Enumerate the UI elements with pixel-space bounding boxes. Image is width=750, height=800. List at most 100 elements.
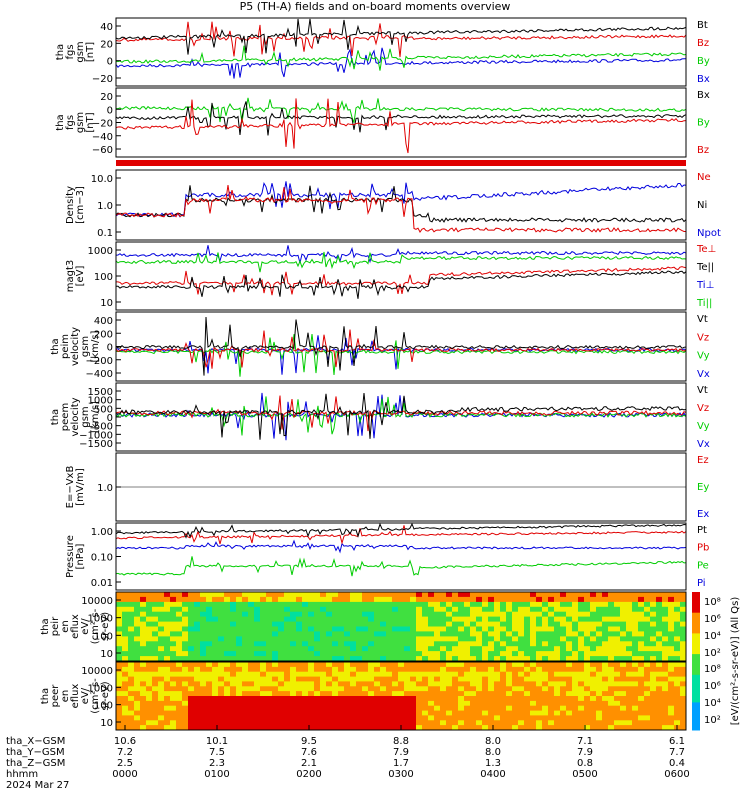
spectrogram-cell [614, 681, 621, 687]
spectrogram-cell [572, 676, 579, 682]
spectrogram-cell [632, 636, 639, 642]
spectrogram-cell [314, 611, 321, 618]
spectrogram-cell [506, 662, 513, 668]
spectrogram-cell [674, 611, 681, 618]
spectrogram-cell [326, 686, 333, 692]
x-tick-label: 0600 [664, 769, 689, 780]
spectrogram-cell [152, 596, 159, 603]
colorbar-cell [692, 688, 700, 693]
spectrogram-cell [362, 666, 369, 673]
spectrogram-cell [560, 700, 567, 707]
spectrogram-cell [344, 700, 351, 707]
spectrogram-cell [146, 626, 153, 632]
spectrogram-cell [212, 596, 219, 603]
spectrogram-cell [464, 676, 471, 682]
spectrogram-cell [500, 631, 507, 637]
spectrogram-cell [482, 621, 489, 627]
spectrogram-cell [434, 596, 441, 603]
y-axis-label: tha [55, 114, 66, 130]
spectrogram-cell [584, 710, 591, 716]
spectrogram-cell [200, 686, 207, 692]
spectrogram-cell [170, 616, 177, 622]
spectrogram-cell [272, 720, 279, 726]
spectrogram-cell [134, 631, 141, 637]
spectrogram-cell [650, 696, 657, 702]
spectrogram-cell [404, 662, 411, 668]
spectrogram-cell [152, 636, 159, 642]
te-par-trace [115, 270, 687, 299]
spectrogram-cell [530, 611, 537, 618]
spectrogram-cell [140, 606, 147, 613]
spectrogram-cell [650, 631, 657, 637]
spectrogram-cell [560, 720, 567, 726]
spectrogram-cell [284, 666, 291, 673]
spectrogram-cell [584, 720, 591, 726]
spectrogram-cell [470, 611, 477, 618]
spectrogram-cell [182, 686, 189, 692]
spectrogram-cell [122, 646, 129, 652]
spectrogram-cell [290, 606, 297, 613]
spectrogram-cell [488, 681, 495, 687]
spectrogram-cell [350, 616, 357, 622]
spectrogram-cell [242, 636, 249, 642]
spectrogram-cell [674, 656, 681, 662]
colorbar-cell [692, 712, 700, 717]
spectrogram-cell [248, 700, 255, 707]
spectrogram-cell [206, 676, 213, 682]
spectrogram-cell [506, 691, 513, 697]
spectrogram-cell [320, 676, 327, 682]
spectrogram-cell [458, 611, 465, 618]
spectrogram-cell [548, 636, 555, 642]
spectrogram-cell [674, 705, 681, 712]
spectrogram-cell [374, 715, 381, 721]
spectrogram-cell [602, 646, 609, 652]
spectrogram-cell [212, 725, 219, 731]
spectrogram-cell [596, 596, 603, 603]
spectrogram-cell [380, 662, 387, 668]
spectrogram-cell [128, 626, 135, 632]
spectrogram-cell [272, 641, 279, 647]
spectrogram-cell [392, 705, 399, 712]
spectrogram-cell [176, 700, 183, 707]
spectrogram-cell [260, 636, 267, 642]
spectrogram-cell [374, 662, 381, 668]
spectrogram-cell [128, 676, 135, 682]
spectrogram-cell [680, 700, 687, 707]
spectrogram-cell [398, 671, 405, 678]
spectrogram-cell [248, 720, 255, 726]
spectrogram-cell [398, 611, 405, 618]
x-row-value: 0.4 [669, 758, 685, 769]
spectrogram-cell [452, 691, 459, 697]
spectrogram-cell [218, 646, 225, 652]
spectrogram-cell [452, 676, 459, 682]
spectrogram-cell [152, 666, 159, 673]
spectrogram-cell [554, 700, 561, 707]
spectrogram-cell [368, 651, 375, 657]
spectrogram-cell [512, 700, 519, 707]
spectrogram-cell [590, 686, 597, 692]
spectrogram-cell [158, 676, 165, 682]
spectrogram-cell [236, 656, 243, 662]
spectrogram-cell [398, 592, 405, 598]
spectrogram-cell [350, 705, 357, 712]
spectrogram-cell [332, 641, 339, 647]
spectrogram-cell [590, 700, 597, 707]
spectrogram-cell [506, 686, 513, 692]
spectrogram-cell [296, 725, 303, 731]
x-row-value: 0.8 [577, 758, 593, 769]
spectrogram-cell [260, 631, 267, 637]
spectrogram-cell [662, 662, 669, 668]
spectrogram-cell [326, 691, 333, 697]
spectrogram-cell [380, 592, 387, 598]
spectrogram-cell [530, 631, 537, 637]
spectrogram-cell [440, 720, 447, 726]
spectrogram-cell [272, 656, 279, 662]
spectrogram-cell [464, 662, 471, 668]
spectrogram-cell [200, 601, 207, 608]
spectrogram-cell [338, 596, 345, 603]
spectrogram-cell [236, 636, 243, 642]
spectrogram-cell [680, 671, 687, 678]
spectrogram-cell [644, 601, 651, 608]
spectrogram-cell [308, 646, 315, 652]
spectrogram-cell [116, 686, 123, 692]
